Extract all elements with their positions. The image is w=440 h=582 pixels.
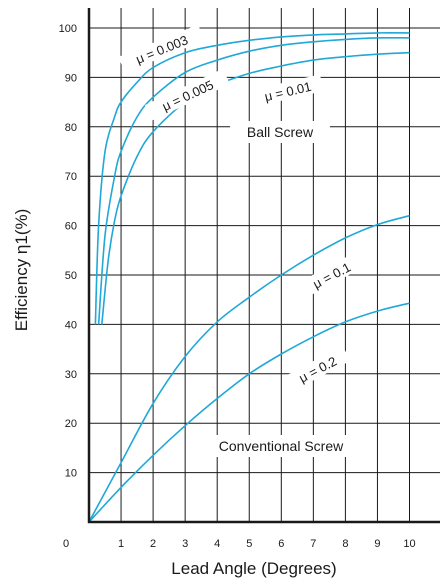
ball-screw-label-bg (230, 121, 330, 143)
curve-label-text: μ = 0.003 (134, 32, 190, 66)
curve-label-text: μ = 0.005 (160, 77, 216, 114)
curve-0-003 (94, 32, 410, 325)
curve-label-0-003: μ = 0.003 (118, 24, 205, 73)
x-tick-label-2: 2 (150, 538, 156, 550)
x-tick-label-0: 0 (63, 538, 69, 550)
y-tick-label-80: 80 (65, 122, 77, 134)
x-tick-label-1: 1 (118, 538, 124, 550)
y-axis-title: Efficiency η1(%) (12, 209, 31, 332)
y-tick-label-90: 90 (65, 72, 77, 84)
y-tick-label-50: 50 (65, 270, 77, 282)
curve-0-005 (97, 36, 410, 325)
x-tick-label-5: 5 (246, 538, 252, 550)
curve-label-text: μ = 0.1 (310, 259, 353, 291)
curve-label-bg (118, 24, 205, 73)
curve-label-bg (144, 68, 230, 121)
y-tick-label-30: 30 (65, 369, 77, 381)
y-tick-label-70: 70 (65, 171, 77, 183)
x-tick-label-3: 3 (182, 538, 188, 550)
y-tick-label-60: 60 (65, 221, 77, 233)
x-tick-label-8: 8 (342, 538, 348, 550)
curve-label-bg (251, 74, 324, 107)
x-tick-label-6: 6 (278, 538, 284, 550)
x-axis-title: Lead Angle (Degrees) (171, 559, 336, 578)
curve-0-2 (88, 302, 410, 523)
ball-screw-label: Ball Screw (247, 124, 314, 140)
x-tick-label-10: 10 (403, 538, 415, 550)
y-tick-label-10: 10 (65, 468, 77, 480)
curve-label-bg (298, 251, 365, 298)
curve-0-1 (88, 214, 410, 523)
region-labels: Ball Screw Conventional Screw (192, 121, 370, 457)
y-tick-label-40: 40 (65, 319, 77, 331)
curves (88, 32, 410, 523)
x-tick-label-4: 4 (214, 538, 220, 550)
x-tick-label-7: 7 (310, 538, 316, 550)
tick-labels: 0 1 2 3 4 5 6 7 8 9 10 10 20 30 40 50 60 70 80 90 100 (59, 23, 416, 550)
conventional-screw-label-bg (192, 435, 370, 457)
curve-label-0-2: μ = 0.2 (284, 345, 351, 392)
y-tick-label-100: 100 (59, 23, 77, 35)
axes (87, 8, 440, 524)
x-tick-label-9: 9 (374, 538, 380, 550)
y-tick-label-20: 20 (65, 418, 77, 430)
curve-label-bg (284, 345, 351, 392)
curve-label-text: μ = 0.2 (296, 353, 339, 385)
conventional-screw-label: Conventional Screw (219, 438, 344, 454)
